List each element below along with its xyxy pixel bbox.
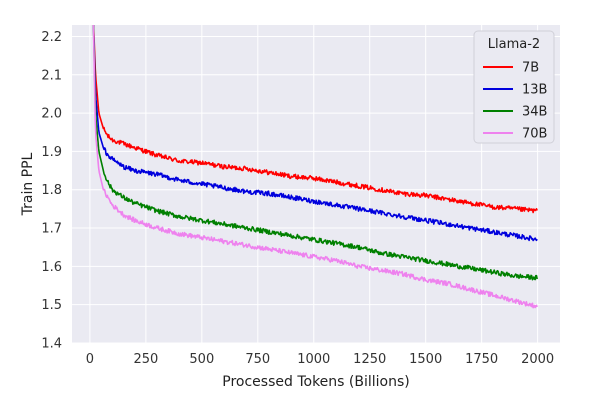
y-tick-label: 2.0 <box>41 107 62 122</box>
watermark: 知乎 @绝密伏击 <box>488 368 590 385</box>
x-tick-label: 500 <box>189 352 214 367</box>
x-tick-label: 1750 <box>465 352 498 367</box>
legend-items: 7B 13B 34B 70B <box>483 61 547 142</box>
y-tick-label: 2.2 <box>41 30 62 45</box>
legend: Llama-2 7B 13B 34B 70B <box>473 30 555 144</box>
legend-label-70b: 70B <box>522 127 547 142</box>
series-line-70b <box>92 25 538 309</box>
y-tick-label: 1.4 <box>41 337 62 352</box>
series-lines <box>92 25 538 309</box>
legend-label-34b: 34B <box>522 105 547 120</box>
y-tick-label: 1.6 <box>41 260 62 275</box>
x-tick-label: 1000 <box>297 352 330 367</box>
y-tick-label: 2.1 <box>41 68 62 83</box>
x-tick-label: 750 <box>245 352 270 367</box>
x-tick-label: 0 <box>86 352 94 367</box>
series-line-7b <box>92 25 538 214</box>
x-tick-label: 2000 <box>521 352 554 367</box>
legend-label-7b: 7B <box>522 61 539 76</box>
legend-label-13b: 13B <box>522 83 547 98</box>
y-tick-label: 1.8 <box>41 183 62 198</box>
x-tick-label: 1500 <box>409 352 442 367</box>
legend-box <box>473 30 555 144</box>
watermark-text: 知乎 @绝密伏击 <box>488 368 590 385</box>
y-axis-label: Train PPL <box>20 152 36 216</box>
y-tick-label: 1.9 <box>41 145 62 160</box>
x-axis-ticks: 0 250 500 750 1000 1250 1500 1750 2000 <box>86 352 554 367</box>
series-line-34b <box>92 25 538 281</box>
x-axis-label: Processed Tokens (Billions) <box>222 374 409 390</box>
y-tick-label: 1.5 <box>41 298 62 313</box>
y-axis-ticks: 1.4 1.5 1.6 1.7 1.8 1.9 2.0 2.1 2.2 <box>41 30 62 352</box>
x-tick-label: 250 <box>133 352 158 367</box>
y-tick-label: 1.7 <box>41 222 62 237</box>
x-tick-label: 1250 <box>353 352 386 367</box>
legend-title: Llama-2 <box>488 37 540 52</box>
series-line-13b <box>92 25 538 242</box>
